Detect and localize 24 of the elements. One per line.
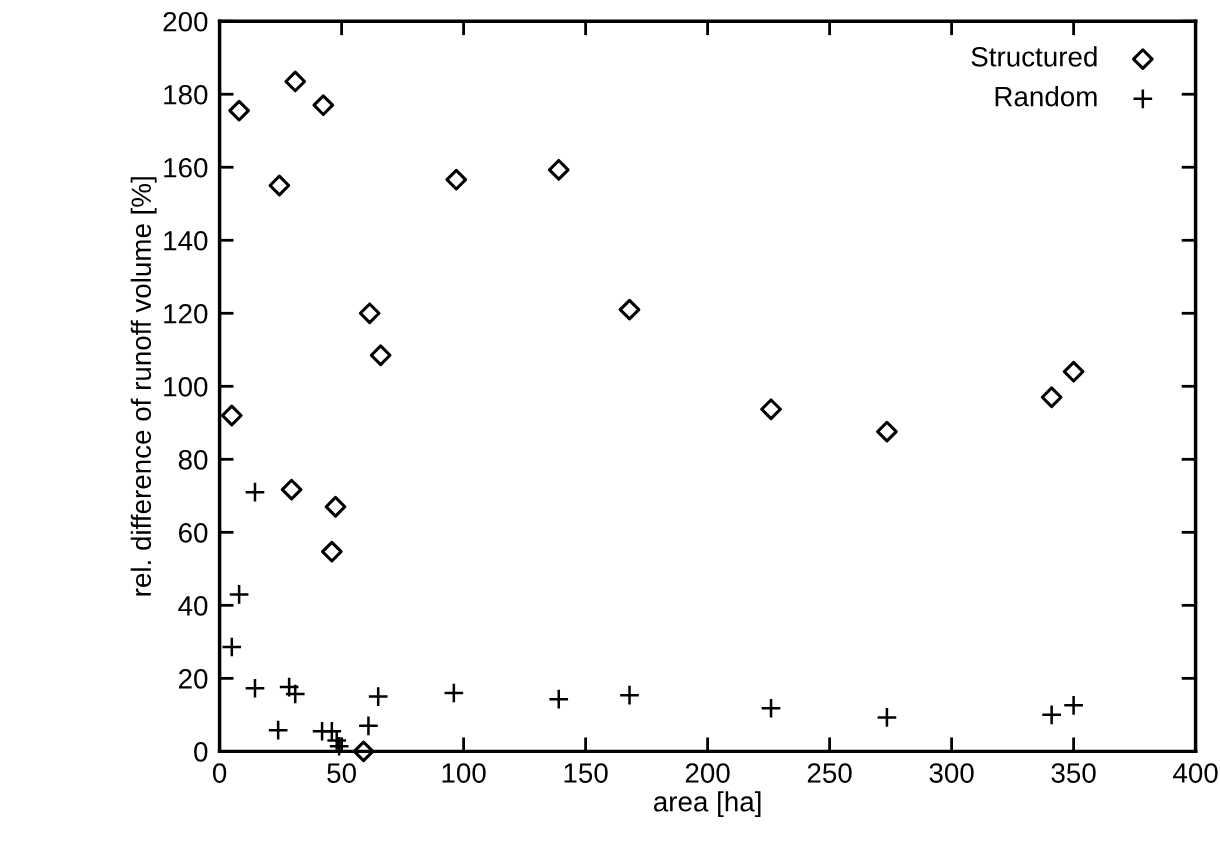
y-tick-label: 120 (164, 303, 208, 324)
y-tick-label: 40 (178, 596, 208, 616)
y-tick-label: 160 (164, 157, 208, 178)
y-tick-label: 180 (164, 84, 208, 105)
x-tick-label: 250 (807, 763, 852, 783)
x-tick-label: 0 (212, 763, 227, 783)
x-tick-label: 200 (685, 763, 730, 783)
x-axis-title: area [ha] (653, 791, 761, 818)
y-tick-label: 20 (178, 669, 208, 689)
x-tick-label: 400 (1173, 763, 1218, 783)
y-tick-label: 0 (194, 742, 208, 762)
legend-label: Structured (971, 46, 1097, 67)
y-tick-label: 140 (164, 230, 208, 251)
x-tick-label: 150 (564, 763, 608, 783)
x-tick-label: 350 (1051, 763, 1096, 783)
legend-label: Random (995, 86, 1097, 107)
y-tick-label: 80 (178, 449, 208, 470)
x-tick-label: 50 (327, 763, 356, 783)
y-tick-label: 60 (179, 522, 208, 543)
y-tick-label: 100 (164, 376, 208, 397)
x-tick-label: 100 (442, 763, 486, 783)
y-axis-title: rel. difference of runoff volume [%] (130, 177, 157, 596)
x-tick-label: 300 (929, 763, 974, 783)
y-tick-label: 200 (163, 11, 208, 32)
